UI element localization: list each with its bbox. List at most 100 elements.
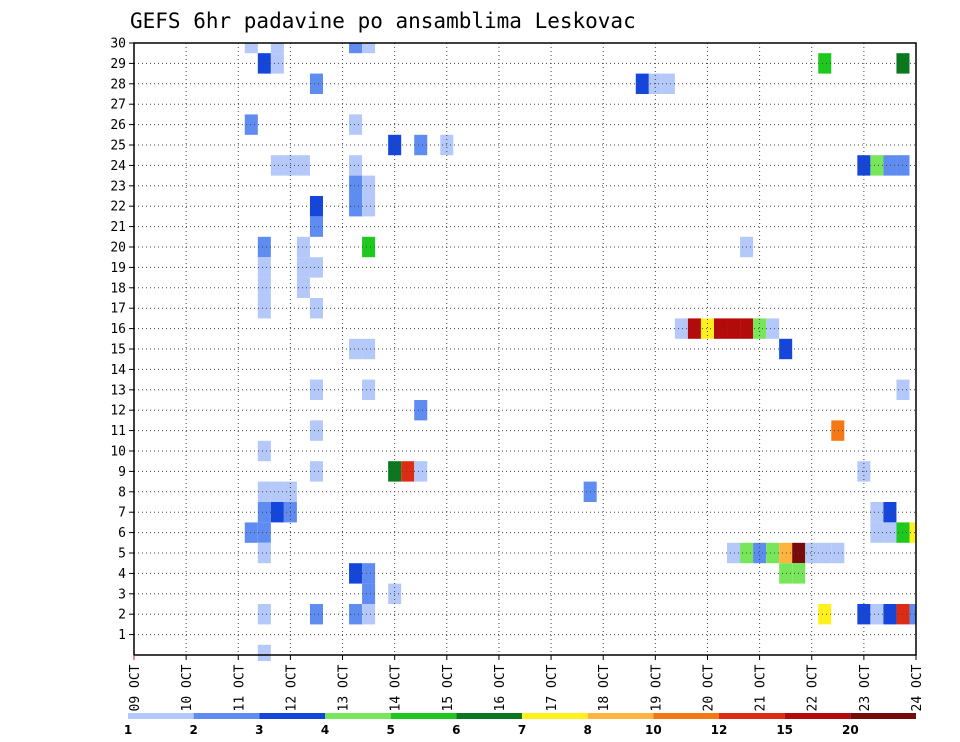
precip-cell (309, 257, 323, 278)
precip-cell (257, 542, 271, 564)
y-tick-label: 3 (118, 587, 126, 602)
colorbar-segment (719, 713, 785, 719)
precip-cell (870, 155, 884, 176)
y-tick-label: 23 (110, 179, 126, 194)
precip-cell (309, 420, 323, 441)
x-tick-label: 16 OCT (493, 664, 508, 711)
colorbar-segment (456, 713, 522, 719)
colorbar-segment (128, 713, 194, 719)
y-tick-label: 27 (110, 98, 126, 113)
precip-cell (349, 196, 363, 217)
x-tick-label: 15 OCT (441, 664, 456, 711)
y-tick-label: 18 (110, 281, 126, 296)
precip-cell (362, 196, 376, 217)
precip-cell (909, 604, 916, 625)
precip-cell (362, 563, 376, 584)
precip-cell (883, 604, 897, 625)
colorbar-label: 1 (124, 723, 132, 737)
colorbar-label: 12 (711, 723, 728, 737)
precip-cell (414, 461, 428, 482)
x-tick-label: 19 OCT (649, 664, 664, 711)
x-tick-label: 18 OCT (597, 664, 612, 711)
precip-cell (766, 542, 780, 564)
precip-cell (727, 318, 741, 339)
precip-cell (909, 522, 916, 543)
precip-cell (349, 604, 363, 625)
precip-cell (270, 481, 284, 502)
precip-cell (257, 298, 271, 319)
chart-title: GEFS 6hr padavine po ansamblima Leskovac (130, 9, 636, 33)
x-tick-label: 12 OCT (284, 664, 299, 711)
precip-cell (753, 318, 767, 339)
precip-cell (779, 563, 793, 584)
precip-cell (349, 43, 363, 54)
x-tick-label: 20 OCT (701, 664, 716, 711)
precip-cell (661, 73, 675, 94)
precip-cell (779, 338, 793, 360)
precip-cell (674, 318, 688, 339)
precip-cell (257, 277, 271, 298)
y-tick-label: 5 (118, 547, 126, 562)
precip-cell (818, 53, 832, 74)
precip-cell (857, 155, 871, 176)
y-tick-label: 26 (110, 118, 126, 133)
precip-cell (870, 604, 884, 625)
precip-cell (766, 318, 780, 339)
colorbar-segment (325, 713, 391, 719)
y-tick-label: 9 (118, 465, 126, 480)
colorbar-label: 6 (452, 723, 460, 737)
precip-cell (244, 43, 258, 54)
colorbar-label: 4 (321, 723, 329, 737)
precip-cell (296, 236, 310, 258)
colorbar-segment (259, 713, 325, 719)
precip-cell (349, 114, 363, 135)
y-tick-label: 8 (118, 485, 126, 500)
precip-cell (362, 604, 376, 625)
precip-cell (270, 43, 284, 54)
precip-cell (857, 604, 871, 625)
precip-cell (401, 461, 415, 482)
colorbar-segment (390, 713, 457, 719)
y-tick-label: 12 (110, 404, 126, 419)
precip-cell (883, 502, 897, 523)
y-tick-label: 4 (118, 567, 126, 582)
y-tick-label: 14 (110, 363, 126, 378)
precip-cell (296, 257, 310, 278)
precip-cell (270, 155, 284, 176)
y-tick-label: 7 (118, 506, 126, 521)
precip-cell (362, 175, 376, 196)
precip-cell (414, 400, 428, 421)
precip-cell (700, 318, 714, 339)
colorbar-segment (653, 713, 719, 719)
colorbar-label: 3 (255, 723, 263, 737)
precip-cell (244, 114, 258, 135)
precip-cell (309, 379, 323, 400)
y-tick-label: 29 (110, 57, 126, 72)
y-tick-label: 16 (110, 322, 126, 337)
precip-cell (257, 236, 271, 258)
precip-cell (257, 644, 271, 661)
precip-cell (257, 481, 271, 502)
y-tick-label: 25 (110, 139, 126, 154)
data-cells (244, 43, 916, 661)
colorbar-label: 15 (776, 723, 793, 737)
y-tick-label: 15 (110, 343, 126, 358)
colorbar-segment (522, 713, 588, 719)
precip-cell (257, 440, 271, 462)
y-tick-label: 11 (110, 424, 126, 439)
y-tick-label: 17 (110, 302, 126, 317)
precip-cell (349, 155, 363, 176)
y-axis: 1234567891011121314151617181920212223242… (110, 37, 134, 643)
x-axis: 09 OCT 10 OCT 11 OCT 12 OCT 13 OCT 14 OCT 15 O… (128, 655, 925, 711)
precip-cell (870, 502, 884, 523)
y-tick-label: 2 (118, 608, 126, 623)
precip-cell (713, 318, 728, 339)
precip-cell (257, 502, 271, 523)
precip-cell (296, 155, 310, 176)
precip-cell (349, 338, 363, 360)
colorbar-segment (193, 713, 260, 719)
colorbar: 1 2 3 4 5 6 7 8 10 12 15 20 (124, 713, 916, 737)
colorbar-segment (784, 713, 851, 719)
y-tick-label: 6 (118, 526, 126, 541)
precip-cell (818, 604, 832, 625)
